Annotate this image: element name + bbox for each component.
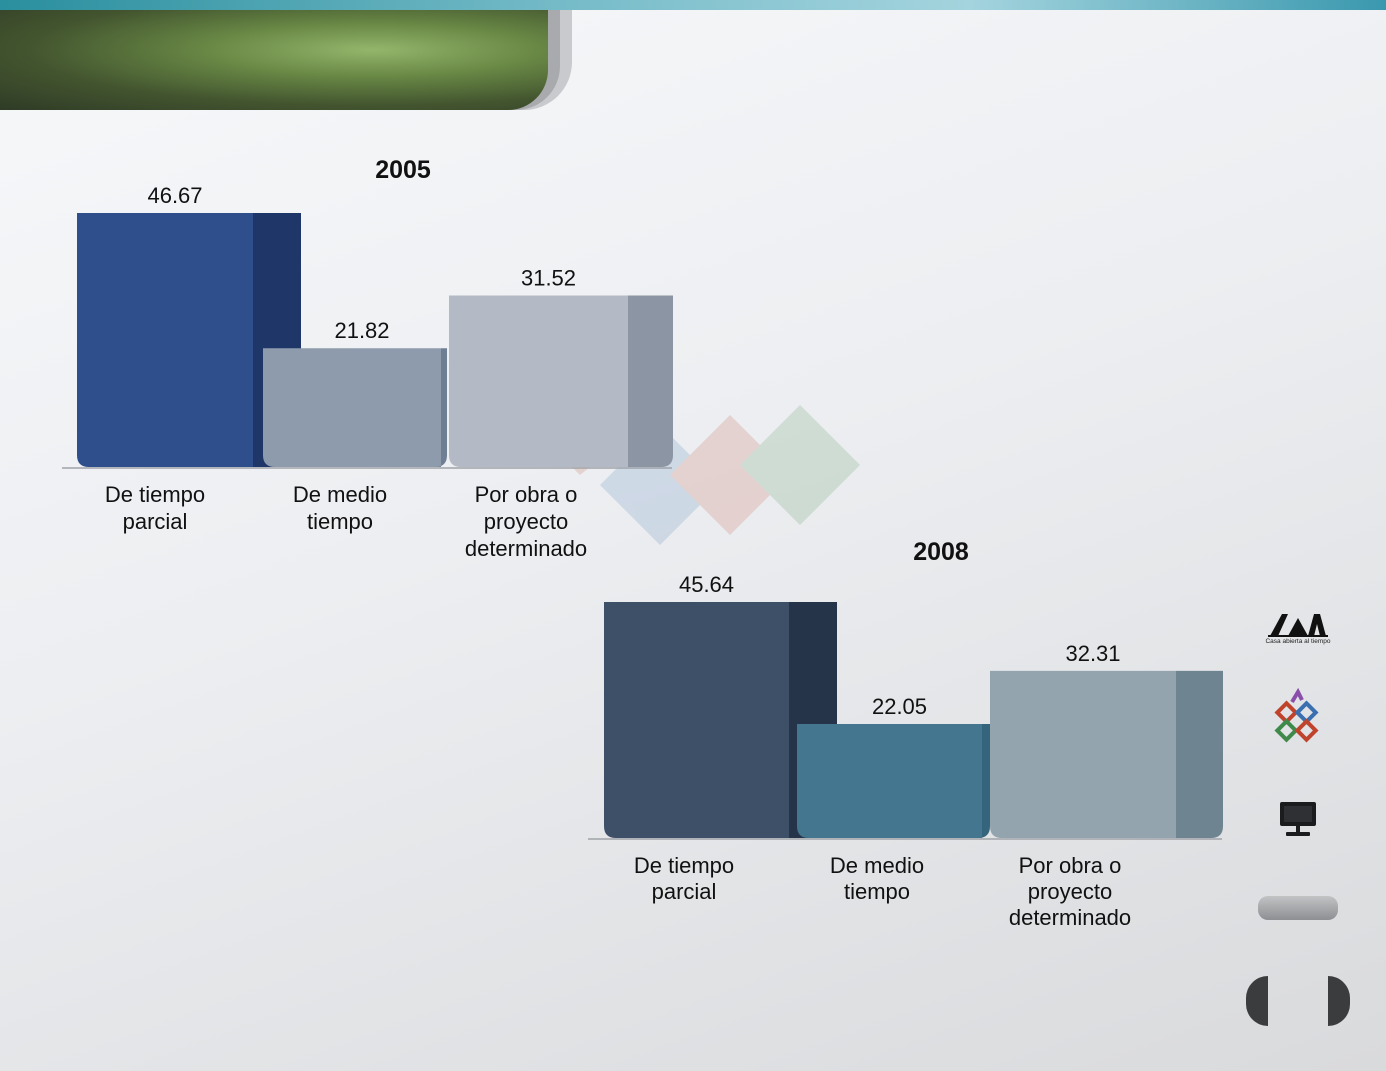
bar: [263, 348, 447, 467]
bar: [990, 670, 1223, 838]
data-label: 32.31: [1065, 641, 1120, 666]
bar-side: [978, 723, 990, 838]
category-label: De medio tiempo: [830, 853, 924, 904]
bar: [449, 295, 673, 467]
category-label: Por obra o proyecto determinado: [465, 482, 587, 561]
category-label: Por obra o proyecto determinado: [1009, 853, 1131, 930]
data-label: 31.52: [521, 265, 576, 290]
prev-arrow-icon[interactable]: [1246, 976, 1268, 1026]
data-label: 22.05: [872, 694, 927, 719]
bar-side: [1176, 670, 1223, 838]
top-accent-bar: [0, 0, 1386, 10]
bar-front: [263, 348, 441, 467]
header-band: [0, 10, 548, 110]
chart-2005: 2005 46.67 21.82 31.52 De tiempo parcial De me…: [62, 156, 673, 561]
bar-front: [990, 670, 1176, 838]
next-arrow-icon[interactable]: [1328, 976, 1350, 1026]
data-label: 45.64: [679, 572, 734, 597]
category-label: De tiempo parcial: [634, 853, 734, 904]
bar-front: [449, 295, 628, 467]
bar-side: [628, 295, 673, 467]
category-label: De tiempo parcial: [105, 482, 205, 534]
data-label: 46.67: [147, 183, 202, 208]
logo-tagline: Casa abierta al tiempo: [1265, 638, 1331, 645]
data-label: 21.82: [334, 318, 389, 343]
chart-title: 2008: [913, 538, 969, 566]
bar: [797, 723, 990, 838]
bar-front: [77, 213, 253, 467]
category-label: De medio tiempo: [293, 482, 387, 534]
chart-2008: 2008 45.64 22.05 32.31 De tiempo parcial De me…: [588, 538, 1223, 930]
bar-side: [435, 348, 447, 467]
monitor-icon[interactable]: [1278, 800, 1318, 838]
colored-squares-logo-icon[interactable]: [1272, 687, 1324, 748]
uam-logo-icon[interactable]: Casa abierta al tiempo: [1265, 612, 1331, 652]
menu-button[interactable]: [1258, 896, 1338, 920]
side-toolbar: Casa abierta al tiempo: [1246, 600, 1350, 1040]
bar-front: [797, 723, 982, 838]
bar-front: [604, 602, 789, 838]
chart-title: 2005: [375, 156, 431, 184]
